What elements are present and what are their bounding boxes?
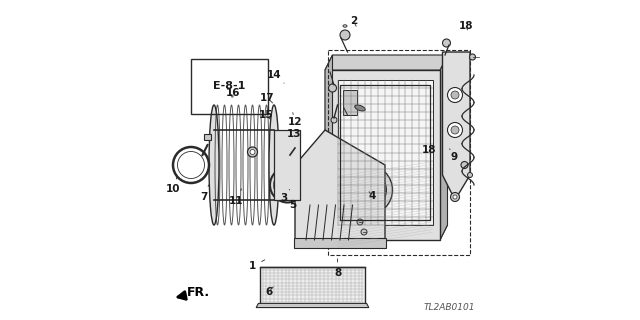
Circle shape bbox=[442, 39, 451, 47]
Text: 7: 7 bbox=[200, 185, 209, 202]
Polygon shape bbox=[325, 55, 333, 240]
Ellipse shape bbox=[355, 105, 365, 111]
Text: 18: 18 bbox=[422, 145, 436, 156]
Ellipse shape bbox=[209, 105, 219, 225]
Text: 9: 9 bbox=[450, 149, 458, 163]
Text: 6: 6 bbox=[265, 287, 273, 297]
Circle shape bbox=[357, 219, 363, 225]
Text: 13: 13 bbox=[287, 129, 301, 140]
Polygon shape bbox=[325, 55, 447, 70]
Circle shape bbox=[250, 149, 255, 155]
Text: 14: 14 bbox=[268, 70, 284, 83]
Circle shape bbox=[453, 195, 457, 199]
Polygon shape bbox=[337, 80, 433, 225]
Text: FR.: FR. bbox=[178, 286, 211, 299]
Circle shape bbox=[461, 162, 468, 169]
Polygon shape bbox=[295, 130, 385, 240]
Circle shape bbox=[349, 171, 387, 209]
Circle shape bbox=[331, 117, 337, 123]
Circle shape bbox=[451, 126, 459, 134]
Polygon shape bbox=[294, 238, 386, 248]
Polygon shape bbox=[260, 267, 365, 305]
Polygon shape bbox=[256, 303, 369, 308]
Text: 17: 17 bbox=[260, 92, 275, 103]
Text: E-8-1: E-8-1 bbox=[213, 81, 246, 92]
Text: 5: 5 bbox=[289, 200, 296, 211]
Circle shape bbox=[361, 229, 367, 235]
Text: 12: 12 bbox=[288, 113, 302, 127]
FancyBboxPatch shape bbox=[342, 90, 356, 115]
Text: 11: 11 bbox=[229, 189, 243, 206]
Circle shape bbox=[447, 123, 463, 138]
Text: TL2AB0101: TL2AB0101 bbox=[424, 303, 475, 312]
Circle shape bbox=[467, 172, 472, 178]
Circle shape bbox=[451, 193, 460, 202]
Text: 2: 2 bbox=[350, 16, 357, 26]
Circle shape bbox=[340, 30, 350, 40]
Polygon shape bbox=[274, 130, 300, 200]
Text: 16: 16 bbox=[226, 88, 240, 98]
Polygon shape bbox=[440, 55, 447, 240]
Text: 4: 4 bbox=[369, 191, 376, 201]
Polygon shape bbox=[325, 225, 447, 240]
Ellipse shape bbox=[343, 25, 347, 27]
Text: 18: 18 bbox=[460, 20, 474, 31]
Circle shape bbox=[447, 87, 463, 102]
Text: 3: 3 bbox=[280, 189, 290, 203]
Circle shape bbox=[342, 165, 392, 215]
FancyBboxPatch shape bbox=[204, 134, 211, 140]
Polygon shape bbox=[325, 70, 440, 240]
FancyBboxPatch shape bbox=[291, 139, 298, 144]
Circle shape bbox=[451, 91, 459, 99]
Text: 8: 8 bbox=[334, 259, 341, 278]
Circle shape bbox=[470, 54, 476, 60]
Text: 10: 10 bbox=[166, 177, 180, 195]
Text: 15: 15 bbox=[259, 110, 273, 120]
Ellipse shape bbox=[269, 105, 279, 225]
Circle shape bbox=[248, 147, 257, 157]
Circle shape bbox=[328, 84, 337, 92]
Polygon shape bbox=[442, 52, 470, 200]
Text: 1: 1 bbox=[249, 260, 265, 271]
